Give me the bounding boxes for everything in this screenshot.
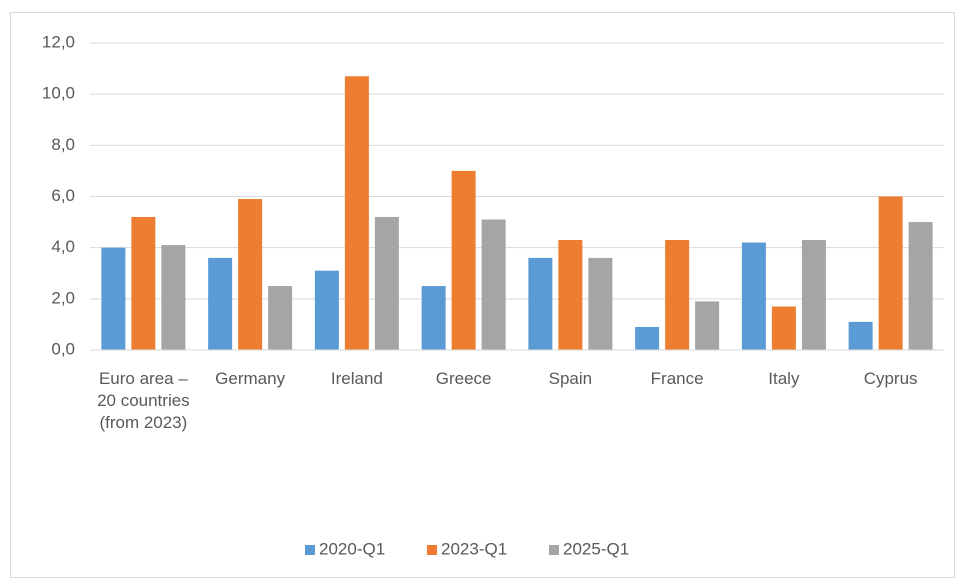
- bar: [635, 326, 660, 350]
- y-tick-label: 12,0: [42, 32, 75, 51]
- x-label-box: Ireland: [330, 369, 383, 388]
- bar: [238, 199, 263, 350]
- bar: [481, 219, 506, 350]
- legend-label: 2025-Q1: [563, 539, 629, 558]
- bar: [741, 242, 766, 350]
- bar: [588, 257, 613, 350]
- x-tick-label: Germany: [215, 369, 286, 388]
- x-tick-label: Euro area – 20 countries (from 2023): [97, 369, 190, 432]
- y-tick-label: 2,0: [51, 288, 75, 307]
- y-tick-label: 6,0: [51, 186, 75, 205]
- x-label-box: Italy: [768, 369, 800, 388]
- bar: [101, 247, 126, 350]
- bar: [801, 239, 826, 350]
- bar: [314, 270, 339, 350]
- legend-swatch: [427, 545, 437, 555]
- y-tick-label: 4,0: [51, 237, 75, 256]
- bar: [695, 301, 720, 350]
- bar: [208, 257, 233, 350]
- bar: [558, 239, 583, 350]
- bar: [665, 239, 690, 350]
- x-tick-label: Greece: [435, 369, 492, 388]
- bar: [528, 257, 553, 350]
- x-label-box: Greece: [435, 369, 492, 388]
- x-label-box: Spain: [548, 369, 593, 388]
- y-tick-label: 8,0: [51, 135, 75, 154]
- y-tick-label: 0,0: [51, 339, 75, 358]
- legend-label: 2020-Q1: [319, 539, 385, 558]
- bar: [848, 321, 873, 350]
- x-label-box: France: [650, 369, 704, 388]
- bar: [451, 170, 476, 350]
- x-tick-label: Cyprus: [863, 369, 918, 388]
- bar: [344, 76, 369, 350]
- bar: [878, 196, 903, 350]
- x-tick-label: Spain: [548, 369, 593, 388]
- y-tick-label: 10,0: [42, 84, 75, 103]
- bar: [421, 286, 446, 350]
- bar: [131, 216, 156, 350]
- x-label-box: Euro area – 20 countries (from 2023): [97, 369, 190, 432]
- bar: [374, 216, 399, 350]
- legend-swatch: [305, 545, 315, 555]
- bar: [908, 222, 933, 350]
- x-label-box: Germany: [215, 369, 286, 388]
- x-tick-label: Ireland: [330, 369, 383, 388]
- x-tick-label: France: [650, 369, 704, 388]
- x-tick-label: Italy: [768, 369, 800, 388]
- x-label-box: Cyprus: [863, 369, 918, 388]
- bar: [268, 286, 293, 350]
- bar: [161, 245, 186, 350]
- bar: [771, 306, 796, 350]
- legend-swatch: [549, 545, 559, 555]
- legend-label: 2023-Q1: [441, 539, 507, 558]
